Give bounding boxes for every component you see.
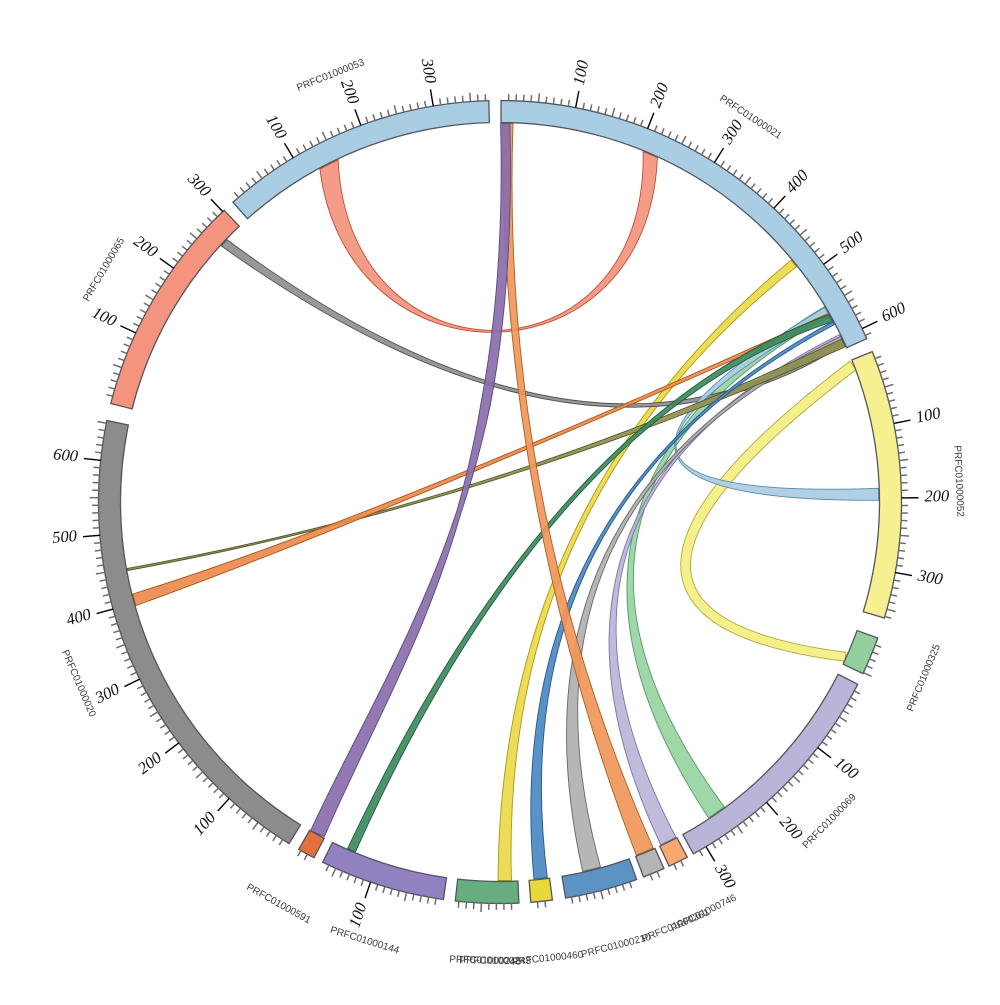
svg-text:200: 200 (924, 486, 950, 505)
svg-text:600: 600 (52, 444, 79, 466)
svg-text:500: 500 (51, 526, 78, 547)
svg-text:PRFC01000243: PRFC01000243 (459, 955, 531, 967)
